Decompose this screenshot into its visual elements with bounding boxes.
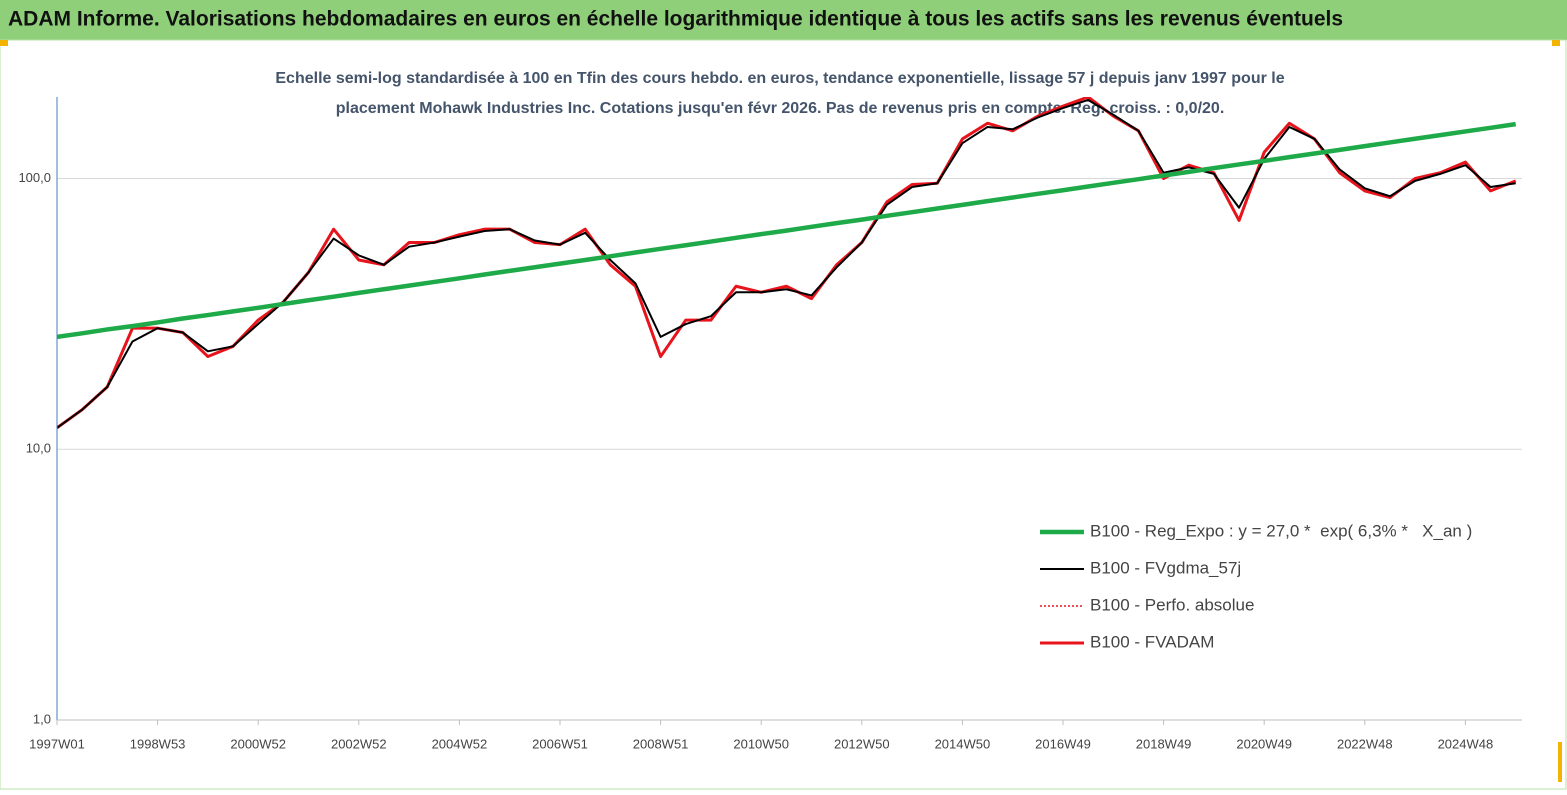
axes: 1,0 10,0 100,0 1997W01 1998W53 2000W52 2002W52…	[18, 97, 1522, 751]
chart-subtitle: placement Mohawk Industries Inc. Cotatio…	[336, 100, 1225, 117]
y-tick-label: 1,0	[33, 711, 51, 726]
series-line	[57, 121, 1517, 340]
corner	[0, 40, 8, 46]
x-tick-label: 2018W49	[1136, 736, 1192, 751]
x-tick-label: 2004W52	[432, 736, 488, 751]
x-tick-label: 2006W51	[532, 736, 588, 751]
title-banner	[0, 0, 1567, 40]
legend-label: B100 - Perfo. absolue	[1090, 595, 1254, 614]
legend: B100 - Reg_Expo : y = 27,0 * exp( 6,3% *…	[1040, 521, 1472, 651]
legend-label: B100 - Reg_Expo : y = 27,0 * exp( 6,3% *…	[1090, 521, 1472, 540]
x-tick-label: 1998W53	[130, 736, 186, 751]
plot-area	[57, 97, 1517, 430]
chart-subtitle: Echelle semi-log standardisée à 100 en T…	[275, 70, 1284, 87]
x-tick-label: 2020W49	[1236, 736, 1292, 751]
x-tick-label: 2000W52	[230, 736, 286, 751]
x-tick-label: 2008W51	[633, 736, 689, 751]
chart-title: ADAM Informe. Valorisations hebdomadaire…	[8, 8, 1343, 31]
y-tick-label: 100,0	[18, 170, 51, 185]
x-tick-label: 2002W52	[331, 736, 387, 751]
legend-label: B100 - FVADAM	[1090, 632, 1214, 651]
x-tick-label: 2024W48	[1438, 736, 1494, 751]
x-tick-label: 1997W01	[29, 736, 85, 751]
chart-frame	[0, 39, 1567, 790]
corner	[1558, 742, 1562, 782]
y-tick-label: 10,0	[26, 441, 51, 456]
series-line	[57, 98, 1516, 429]
legend-label: B100 - FVgdma_57j	[1090, 558, 1241, 577]
x-tick-label: 2022W48	[1337, 736, 1393, 751]
x-tick-label: 2010W50	[733, 736, 789, 751]
x-tick-label: 2016W49	[1035, 736, 1091, 751]
x-tick-label: 2014W50	[935, 736, 991, 751]
corner	[1552, 40, 1560, 46]
x-tick-label: 2012W50	[834, 736, 890, 751]
